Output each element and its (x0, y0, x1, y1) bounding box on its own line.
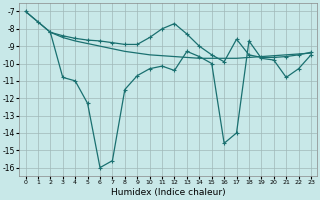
X-axis label: Humidex (Indice chaleur): Humidex (Indice chaleur) (111, 188, 226, 197)
